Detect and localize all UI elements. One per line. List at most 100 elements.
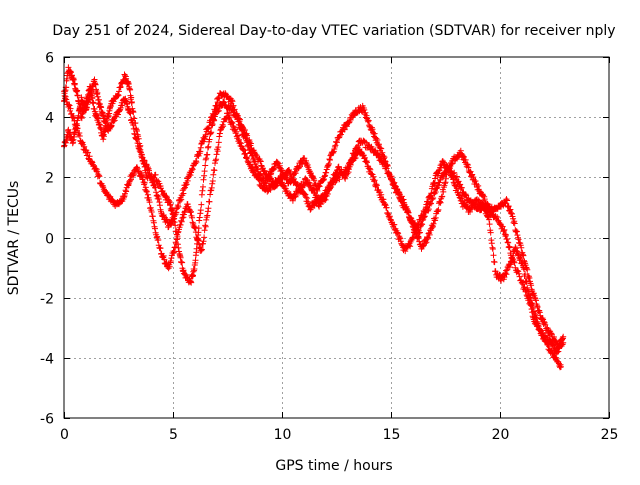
data-point [320,177,327,184]
data-point [366,165,373,172]
data-point [202,223,209,230]
data-point [198,246,205,253]
data-point [245,141,252,148]
data-point [382,158,388,164]
data-point [203,216,210,223]
data-point [238,140,245,147]
data-point [388,173,395,180]
data-point [251,167,258,174]
data-point [276,175,283,182]
data-point [311,177,318,184]
data-point [257,158,264,165]
data-point [310,186,317,193]
data-point [382,201,388,208]
data-point [173,236,180,243]
data-point [323,169,330,176]
data-point [184,177,191,184]
data-point [229,98,236,105]
data-point [530,304,537,311]
data-point [70,136,77,143]
data-point [373,182,380,189]
data-point [150,219,157,226]
data-point [201,234,208,241]
data-point [146,199,153,206]
data-point [149,213,156,220]
data-point [212,157,219,164]
data-point [156,202,163,209]
data-point [128,94,135,101]
data-point [203,155,210,162]
data-point [134,128,140,134]
data-point [246,146,253,153]
data-point [419,243,426,250]
data-point [137,149,144,156]
data-point [74,125,81,132]
data-point [489,246,496,252]
data-point [197,207,204,214]
data-point [422,240,429,247]
data-point [292,193,299,200]
data-point [131,115,138,122]
data-point [222,90,229,97]
data-point [541,318,548,325]
data-point [196,214,203,221]
data-point [423,239,430,246]
data-point [233,128,240,135]
data-point [514,232,521,239]
data-point [116,88,122,95]
data-point [432,175,439,182]
data-point [407,214,414,221]
data-point [226,114,233,121]
data-point [458,184,465,191]
data-point [429,224,436,231]
data-point [457,195,464,201]
data-point [210,112,217,119]
data-point [443,175,449,182]
y-axis-label: SDTVAR / TECUs [6,181,22,296]
data-point [488,240,495,247]
data-point [188,279,195,286]
data-point [146,167,152,174]
data-point [209,180,216,187]
data-point [509,256,516,262]
data-point [119,102,126,109]
data-point [378,145,385,152]
data-point [533,314,540,321]
data-point [431,180,438,187]
data-point [416,229,423,236]
data-point [220,98,227,105]
data-point [257,170,264,177]
data-point [325,162,332,169]
x-tick-label: 20 [492,427,510,443]
data-point [127,86,134,93]
data-point [130,122,137,128]
data-point [66,102,73,109]
data-point [114,93,121,99]
data-point [511,220,518,227]
data-point [506,264,513,271]
data-point [165,265,172,272]
data-point [424,236,431,242]
data-point [123,188,130,195]
y-tick-label: -4 [40,352,54,368]
data-point [469,171,476,178]
data-point [508,259,515,266]
data-point [221,99,228,106]
data-point [198,247,205,254]
data-point [157,245,164,252]
data-point [304,195,311,202]
data-point [449,172,455,179]
data-point [195,237,202,244]
data-point [542,321,549,328]
data-point [198,201,205,208]
data-point [503,196,510,203]
data-point [213,151,220,158]
data-point [210,111,217,118]
data-point [364,159,370,166]
data-point [141,158,148,164]
data-point [326,156,333,163]
data-point [499,223,506,230]
data-point [450,176,457,183]
data-point [419,213,426,220]
data-point [184,201,191,208]
